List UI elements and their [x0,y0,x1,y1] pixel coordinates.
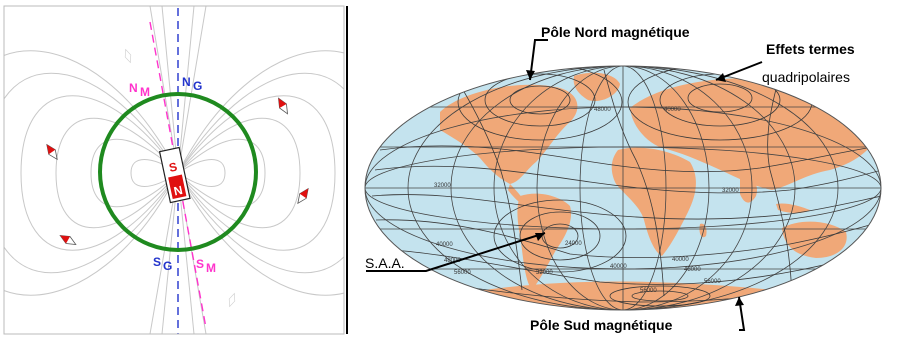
contour-label: 40000 [436,242,453,248]
greenland [573,72,620,102]
compass-needle-icon [46,143,58,161]
dipole-panel: S N N M N [3,5,345,335]
north-pole-label: Pôle Nord magnétique [541,24,690,40]
contour-label: 32000 [536,270,553,276]
s-g-sub: G [163,259,172,273]
compass-needle-icon [278,97,288,115]
india [740,176,758,203]
compass-needle-icon [59,235,77,245]
contour-label: 40000 [664,107,681,113]
map-panel: 48000 40000 32000 40000 48000 56000 2400… [364,24,882,333]
contour-label: 24000 [565,241,582,247]
contour-label: 48000 [684,267,701,273]
quadrupolar-label-line1: Effets termes [766,41,855,57]
contour-label: 32000 [434,183,451,189]
arrow-heads [526,70,744,306]
bar-magnet: S N [158,146,191,204]
south-pole-label: Pôle Sud magnétique [530,317,673,333]
arrow-head-icon [735,297,744,306]
australia [782,221,847,258]
contour-label: 56000 [704,279,721,285]
s-m-sub: M [206,261,216,275]
dipole-panel-frame [3,5,345,335]
field-lines [4,6,344,334]
n-m-letter: N [129,81,138,95]
contour-label: 56000 [640,288,657,294]
saa-arrow [366,232,546,272]
contour-label: 32000 [722,188,739,194]
magnetic-north-label: N M [129,81,150,99]
south-pole-arrow [738,296,746,331]
equator-circle [98,92,258,252]
geographic-north-label: N G [182,75,202,93]
contour-label: 40000 [672,257,689,263]
contour-label-group: 48000 40000 32000 40000 48000 56000 2400… [434,107,739,294]
quadrupolar-label-line2: quadripolaires [762,69,850,85]
magnetic-south-label: S M [196,257,216,275]
arrow-head-icon [535,233,545,241]
s-g-letter: S [153,255,161,269]
contour-label: 48000 [594,107,611,113]
arrow-head-icon [716,73,726,82]
contour-label: 40000 [610,264,627,270]
compass-needle-icon [228,292,236,308]
n-g-sub: G [193,79,202,93]
graticule [365,66,881,310]
n-g-letter: N [182,75,191,89]
map-ellipse-outline [364,65,882,311]
north-pole-arrow [529,39,548,81]
arrow-head-icon [526,70,535,80]
n-m-sub: M [140,85,150,99]
geographic-south-label: S G [153,255,172,273]
magnet-north-half [168,174,187,199]
saa-label: S.A.A. [365,255,405,271]
s-m-letter: S [196,257,204,271]
compass-needle-icon [297,187,309,205]
contour-label: 56000 [454,270,471,276]
magnet-n-label: N [172,183,183,198]
contour-label: 48000 [444,258,461,264]
compass-needle-icon [124,48,132,64]
magnet-s-label: S [168,160,179,175]
